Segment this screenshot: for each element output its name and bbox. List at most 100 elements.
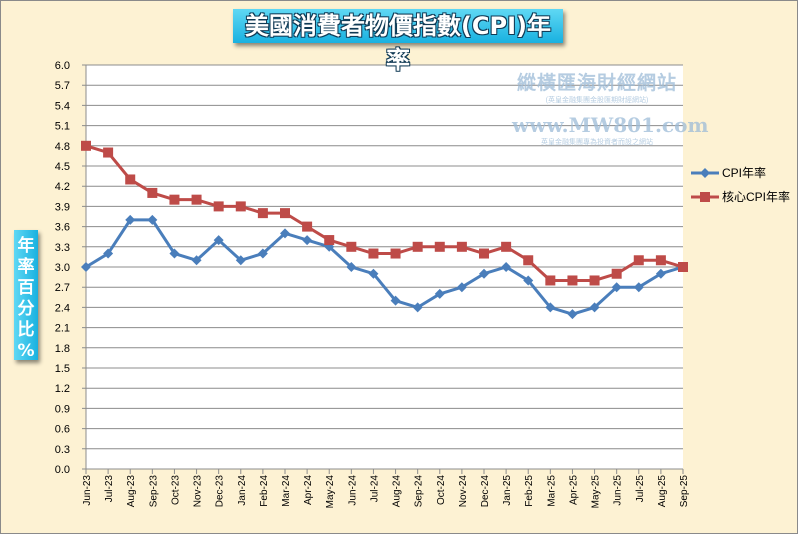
data-point-cpi bbox=[125, 214, 136, 225]
x-tick-label: Mar-24 bbox=[281, 475, 292, 507]
y-label-char: 分 bbox=[17, 299, 35, 319]
x-tick-label: Nov-24 bbox=[458, 475, 469, 508]
y-label-char: 百 bbox=[17, 278, 35, 298]
watermark: 縱橫匯海財經網站 (英皇金融集團金股匯期財經網站) www.MW801.com … bbox=[512, 68, 709, 147]
data-point-cpi bbox=[280, 228, 290, 239]
data-point-cpi bbox=[302, 235, 313, 246]
data-point-core-cpi bbox=[678, 262, 688, 272]
x-tick-label: Oct-24 bbox=[436, 475, 447, 505]
x-tick-label: Mar-25 bbox=[546, 475, 557, 507]
data-point-core-cpi bbox=[81, 140, 91, 151]
data-point-core-cpi bbox=[125, 174, 136, 185]
data-point-cpi bbox=[412, 302, 423, 313]
data-point-core-cpi bbox=[169, 194, 180, 205]
data-point-cpi bbox=[567, 309, 578, 320]
data-point-core-cpi bbox=[280, 208, 290, 219]
x-tick-label: Aug-23 bbox=[126, 475, 137, 508]
data-point-cpi bbox=[103, 248, 114, 259]
y-tick-label: 3.3 bbox=[55, 242, 70, 254]
data-point-cpi bbox=[456, 282, 467, 293]
data-point-cpi bbox=[523, 275, 534, 286]
watermark-line4: 英皇金融集團專為投資者而設之網站 bbox=[541, 139, 653, 146]
data-point-core-cpi bbox=[611, 268, 622, 279]
data-point-core-cpi bbox=[479, 248, 489, 259]
y-tick-label: 1.5 bbox=[55, 363, 70, 375]
x-tick-label: Feb-24 bbox=[259, 475, 270, 507]
x-tick-label: Apr-24 bbox=[303, 475, 314, 505]
legend-label: 核心CPI年率 bbox=[722, 190, 791, 204]
watermark-line3: www.MW801.com bbox=[512, 113, 709, 137]
y-tick-label: 3.0 bbox=[55, 262, 70, 274]
data-point-cpi bbox=[655, 268, 666, 279]
legend-marker-diamond-icon bbox=[691, 167, 719, 178]
y-tick-label: 0.0 bbox=[55, 464, 70, 476]
data-point-core-cpi bbox=[213, 201, 224, 212]
series-line-0 bbox=[85, 218, 684, 316]
data-point-core-cpi bbox=[589, 275, 600, 286]
y-tick-label: 6.0 bbox=[55, 60, 70, 72]
series-line-1 bbox=[85, 144, 684, 282]
data-point-core-cpi bbox=[523, 255, 534, 266]
x-tick-label: Jul-24 bbox=[369, 475, 380, 503]
x-tick-label: Jun-25 bbox=[613, 475, 624, 506]
x-tick-label: Sep-23 bbox=[148, 475, 159, 508]
data-point-cpi bbox=[434, 288, 445, 299]
data-point-cpi bbox=[479, 268, 489, 279]
y-tick-label: 5.7 bbox=[55, 80, 70, 92]
x-tick-label: Jun-24 bbox=[347, 475, 358, 506]
data-point-core-cpi bbox=[390, 248, 401, 259]
y-axis-label: 年 率 百 分 比 % bbox=[14, 230, 38, 361]
data-point-cpi bbox=[390, 295, 401, 306]
y-tick-label: 0.9 bbox=[55, 403, 70, 415]
x-tick-label: Sep-24 bbox=[414, 475, 425, 508]
data-point-cpi bbox=[368, 268, 379, 279]
data-point-cpi bbox=[611, 282, 622, 293]
x-tick-label: Jan-25 bbox=[502, 475, 513, 506]
y-tick-label: 2.1 bbox=[55, 323, 70, 335]
y-label-char: % bbox=[17, 341, 35, 361]
y-tick-label: 4.5 bbox=[55, 161, 70, 173]
data-point-core-cpi bbox=[346, 241, 357, 252]
data-point-core-cpi bbox=[655, 255, 666, 266]
data-point-cpi bbox=[589, 302, 600, 313]
x-tick-label: Jun-23 bbox=[82, 475, 93, 506]
x-tick-label: Feb-25 bbox=[524, 475, 535, 507]
x-tick-label: Nov-23 bbox=[193, 475, 204, 508]
legend-marker-square-icon bbox=[691, 191, 719, 202]
y-tick-label: 0.3 bbox=[55, 444, 70, 456]
x-tick-label: May-25 bbox=[591, 475, 602, 509]
x-tick-label: Dec-23 bbox=[215, 475, 226, 508]
y-tick-label: 2.7 bbox=[55, 282, 70, 294]
x-tick-label: Aug-24 bbox=[392, 475, 403, 508]
data-point-core-cpi bbox=[103, 147, 114, 158]
data-point-core-cpi bbox=[324, 235, 335, 246]
x-tick-label: May-24 bbox=[325, 475, 336, 509]
data-point-core-cpi bbox=[434, 241, 445, 252]
data-point-cpi bbox=[501, 262, 512, 272]
y-tick-label: 5.1 bbox=[55, 121, 70, 133]
y-tick-label: 5.4 bbox=[55, 100, 70, 112]
data-point-cpi bbox=[257, 248, 268, 259]
data-point-core-cpi bbox=[257, 208, 268, 219]
y-tick-label: 1.8 bbox=[55, 343, 70, 355]
y-tick-label: 3.9 bbox=[55, 201, 70, 213]
data-point-core-cpi bbox=[368, 248, 379, 259]
y-tick-label: 4.2 bbox=[55, 181, 70, 193]
data-point-core-cpi bbox=[412, 241, 423, 252]
chart-title: 美國消費者物價指數(CPI)年率 bbox=[233, 9, 563, 74]
y-tick-label: 1.2 bbox=[55, 383, 70, 395]
data-point-cpi bbox=[346, 262, 357, 272]
watermark-line1: 縱橫匯海財經網站 bbox=[516, 73, 677, 94]
x-tick-label: Dec-24 bbox=[480, 475, 491, 508]
data-point-cpi bbox=[147, 214, 158, 225]
y-tick-label: 0.6 bbox=[55, 424, 70, 436]
data-point-core-cpi bbox=[147, 187, 158, 198]
watermark-line2: (英皇金融集團金股匯期財經網站) bbox=[545, 97, 649, 104]
data-point-cpi bbox=[81, 262, 91, 272]
data-point-core-cpi bbox=[302, 221, 313, 232]
y-tick-label: 2.4 bbox=[55, 302, 70, 314]
y-tick-label: 3.6 bbox=[55, 222, 70, 234]
data-point-core-cpi bbox=[633, 255, 644, 266]
x-tick-label: Jul-23 bbox=[104, 475, 115, 503]
